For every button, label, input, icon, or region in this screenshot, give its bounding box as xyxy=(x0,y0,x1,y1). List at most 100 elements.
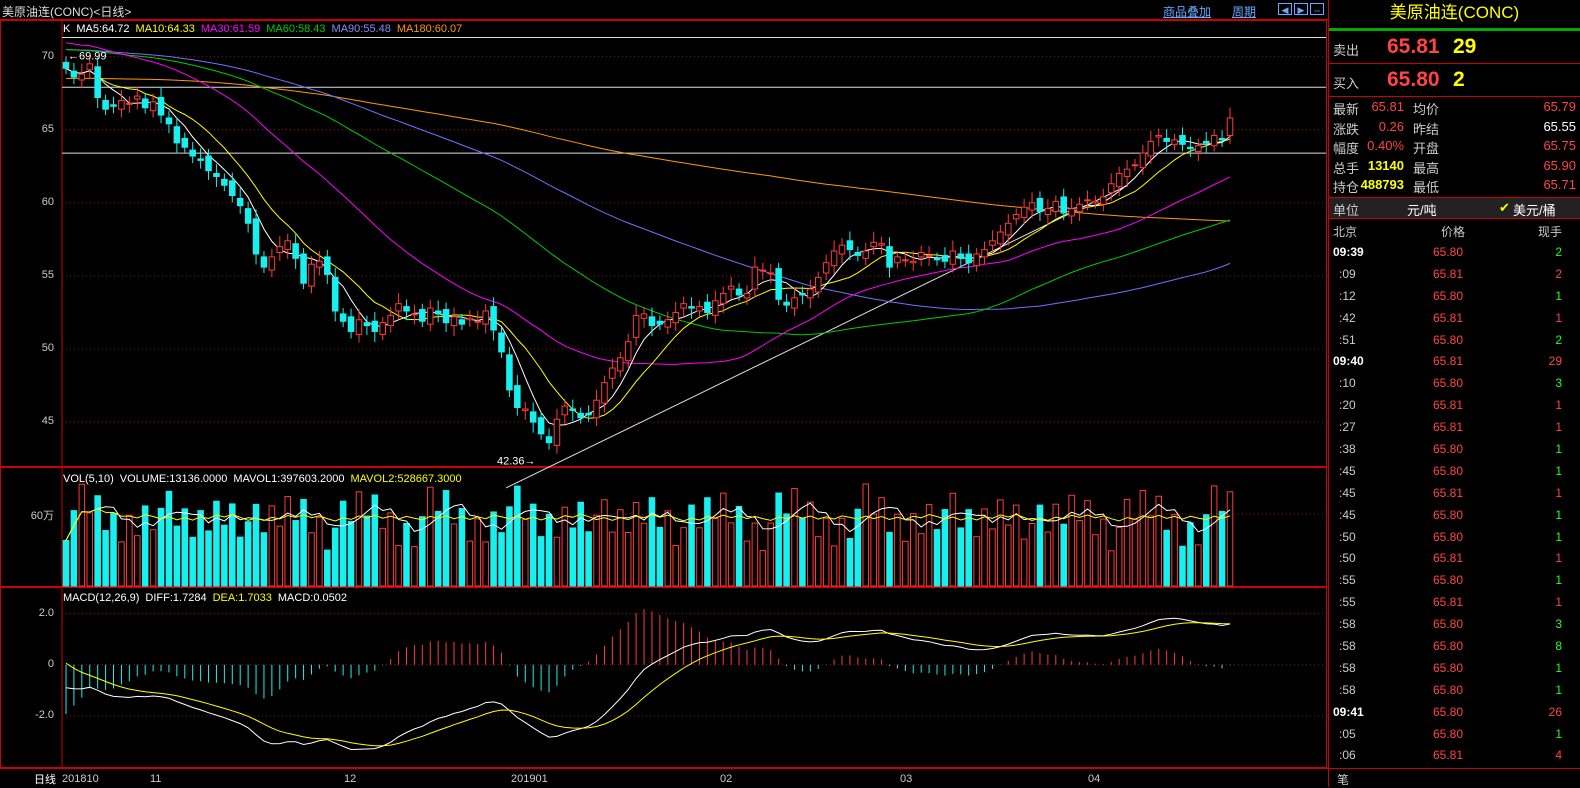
volume-bar xyxy=(537,536,545,587)
tick-price: 65.81 xyxy=(1433,748,1464,763)
unit-label: 单位 xyxy=(1333,203,1360,218)
tick-row: :45 65.80 1 xyxy=(1329,460,1580,482)
unit-usd-option[interactable]: 美元/桶 xyxy=(1513,203,1556,218)
volume-bar xyxy=(854,508,862,587)
legend-ma90: MA90:55.48 xyxy=(331,23,391,35)
candle-body xyxy=(894,256,901,264)
tick-volume: 2 xyxy=(1555,332,1562,347)
candle-body xyxy=(751,266,759,290)
candle-body xyxy=(450,316,458,327)
period-label[interactable]: 日线 xyxy=(34,774,56,786)
volume-bar xyxy=(1076,520,1083,587)
vol-legend: VOL(5,10) VOLUME:13136.0000 MAVOL1:397603.… xyxy=(63,473,468,485)
tick-volume: 1 xyxy=(1555,551,1562,566)
time-tick: 03 xyxy=(900,773,913,785)
ask-label: 卖出 xyxy=(1333,43,1360,58)
tick-time: :09 xyxy=(1339,266,1356,281)
candle-body xyxy=(252,218,260,255)
price-axis-label: 45 xyxy=(41,415,54,428)
volume-bar xyxy=(363,515,371,587)
candle-body xyxy=(197,158,204,161)
candle-body xyxy=(331,276,339,312)
volume-bar xyxy=(205,530,212,587)
price-panel-frame xyxy=(0,20,1327,467)
tick-time: :55 xyxy=(1339,595,1356,610)
volume-bar xyxy=(1139,490,1147,587)
legend-volume: VOLUME:13136.0000 xyxy=(119,473,228,485)
candle-body xyxy=(854,252,862,256)
volume-bar xyxy=(221,524,228,587)
tick-price: 65.81 xyxy=(1433,354,1464,369)
tick-time: :10 xyxy=(1339,376,1356,391)
tick-row: :55 65.80 1 xyxy=(1329,569,1580,591)
candle-body xyxy=(316,260,323,268)
candle-body xyxy=(680,303,687,309)
tick-price: 65.81 xyxy=(1433,310,1464,325)
expand-icon[interactable]: ⇔ xyxy=(1310,3,1324,15)
candle-body xyxy=(696,306,703,312)
candle-body xyxy=(118,99,125,110)
tick-volume: 2 xyxy=(1555,266,1562,281)
high-annotation: ←69.99 xyxy=(68,51,107,63)
volume-bar xyxy=(260,532,268,587)
tick-price: 65.80 xyxy=(1433,573,1464,588)
candle-body xyxy=(838,244,846,255)
volume-bar xyxy=(822,518,830,587)
overlay-link[interactable]: 商品叠加 xyxy=(1163,5,1212,19)
candle-body xyxy=(1092,200,1099,204)
legend-ma30: MA30:61.59 xyxy=(200,23,261,35)
volume-bar xyxy=(1036,504,1044,587)
quote-panel: 美原油连(CONC) 卖出 65.81 29 买入 65.80 2 最新 65.8… xyxy=(1328,0,1580,787)
candle-body xyxy=(1052,200,1060,213)
price-axis-label: 50 xyxy=(41,342,54,355)
candle-body xyxy=(102,99,109,110)
candle-body xyxy=(110,104,117,107)
volume-bar xyxy=(965,509,972,587)
time-tick: 02 xyxy=(720,773,733,785)
prev-icon[interactable]: ◀ xyxy=(1278,3,1292,15)
volume-bar xyxy=(743,540,751,587)
volume-bar xyxy=(165,490,173,587)
volume-bar xyxy=(601,499,608,587)
candle-body xyxy=(886,246,893,268)
ask-row: 卖出 65.81 29 xyxy=(1329,31,1580,64)
unit-row: 单位 元/吨 ✔ 美元/桶 xyxy=(1329,198,1580,219)
volume-bar xyxy=(181,508,189,587)
tick-price: 65.80 xyxy=(1433,507,1464,522)
kline-chart-area[interactable]: 美原油连(CONC)<日线> 商品叠加 周期 ◀ ▶ ⇔ ←69.99 42.36… xyxy=(0,0,1328,787)
period-link[interactable]: 周期 xyxy=(1232,5,1257,19)
volume-bar xyxy=(213,500,220,587)
volume-bar xyxy=(545,513,553,587)
tick-price: 65.81 xyxy=(1433,595,1464,610)
candle-body xyxy=(434,310,442,315)
moving-average-line xyxy=(65,67,1231,419)
volume-bar xyxy=(1131,518,1139,587)
volume-bar xyxy=(1195,544,1202,587)
volume-bar xyxy=(735,505,743,587)
volume-axis-label: 60万 xyxy=(30,510,54,522)
candle-body xyxy=(664,319,672,328)
stat-label: 均价 xyxy=(1413,102,1440,117)
stat-value: 65.90 xyxy=(1543,157,1576,173)
candle-body xyxy=(181,137,189,148)
next-icon[interactable]: ▶ xyxy=(1294,3,1308,15)
check-icon: ✔ xyxy=(1499,200,1510,215)
unit-cny-option[interactable]: 元/吨 xyxy=(1407,203,1437,218)
candle-body xyxy=(355,319,363,335)
volume-bar xyxy=(133,535,141,587)
chart-canvas: ←69.99 42.36→ xyxy=(0,20,1327,768)
tick-header-time: 北京 xyxy=(1333,225,1358,239)
candle-body xyxy=(965,253,972,264)
legend-ma5: MA5:64.72 xyxy=(76,23,130,35)
candle-body xyxy=(632,314,640,338)
tick-list[interactable]: 09:39 65.80 2:09 65.81 2:12 65.80 1:42 65.81 1:5… xyxy=(1329,241,1580,766)
candle-body xyxy=(395,303,402,312)
stat-value: 65.71 xyxy=(1543,177,1576,192)
legend-vol: VOL(5,10) xyxy=(63,473,114,485)
volume-bar xyxy=(640,522,648,587)
tick-footer-label[interactable]: 笔 xyxy=(1337,773,1350,787)
candle-body xyxy=(1171,139,1178,145)
candle-body xyxy=(339,313,347,322)
volume-bar xyxy=(704,497,711,587)
tick-row: :09 65.81 2 xyxy=(1329,263,1580,285)
